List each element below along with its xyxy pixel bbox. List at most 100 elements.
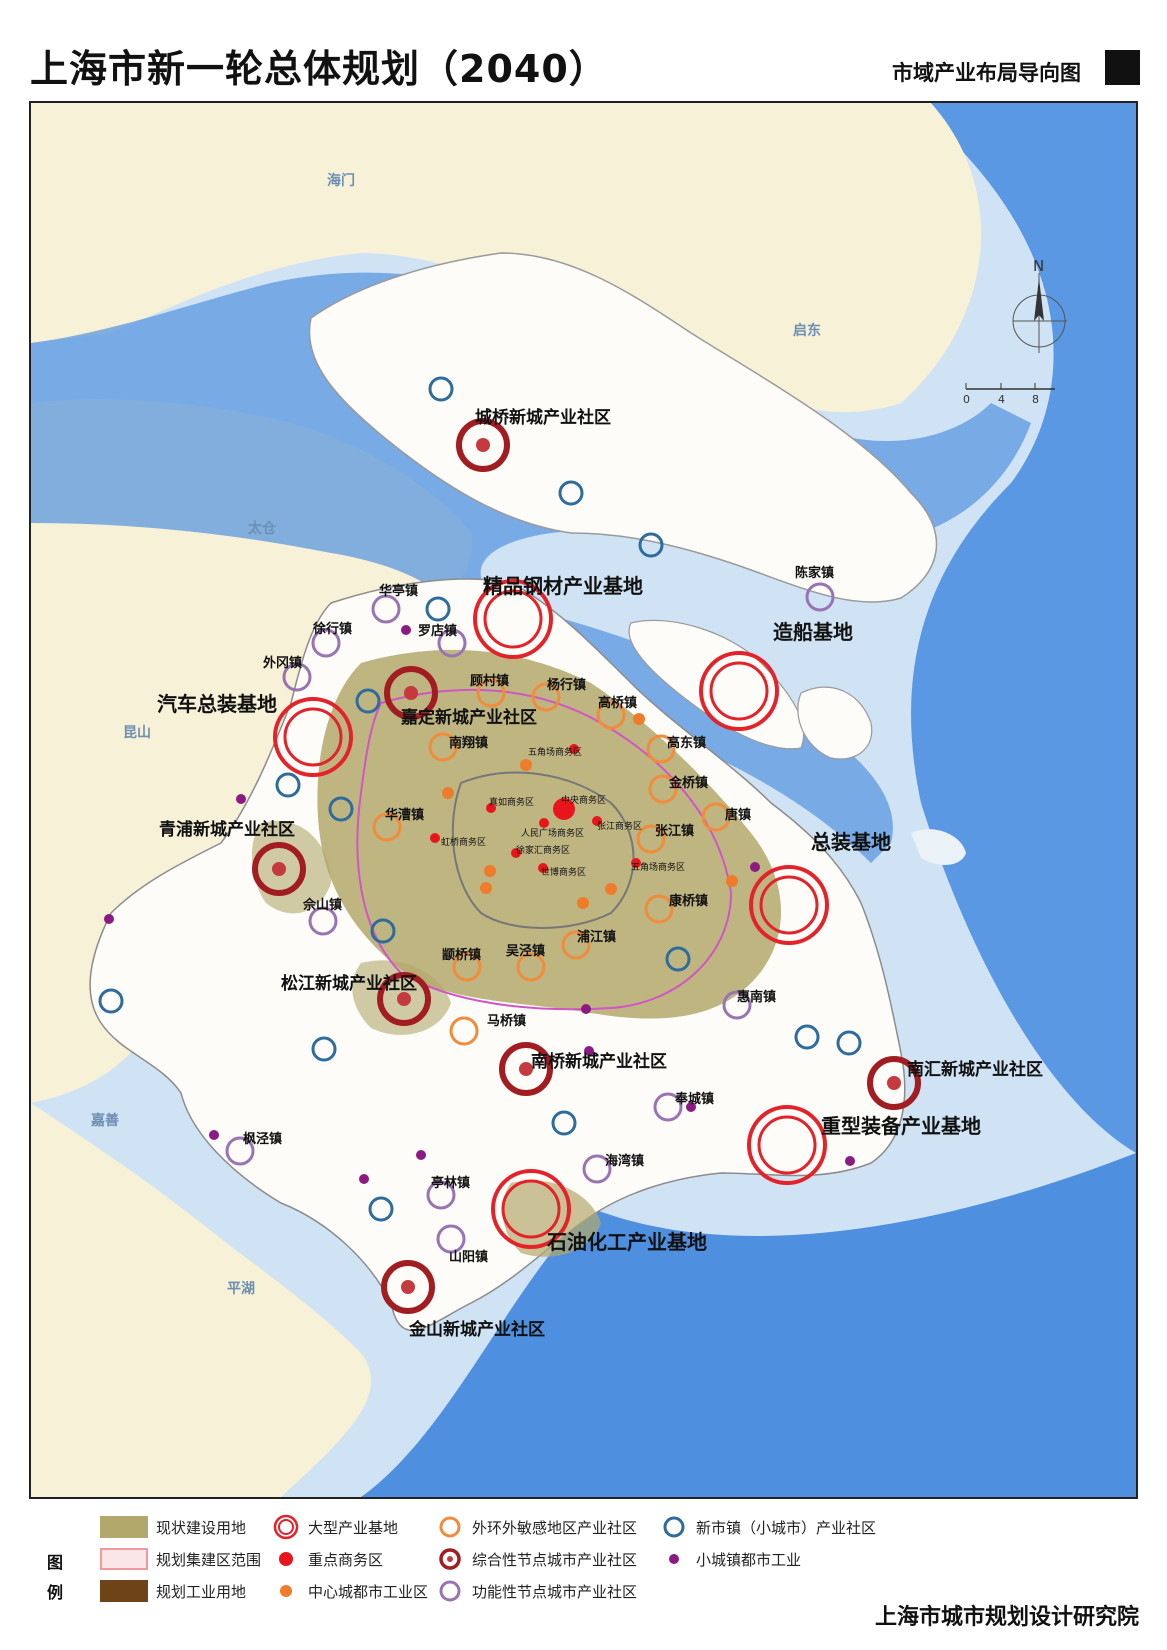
legend-symbol-business-area bbox=[272, 1547, 300, 1571]
page-title: 上海市新一轮总体规划（2040） bbox=[30, 47, 608, 91]
legend-item-functional-node: 功能性节点城市产业社区 bbox=[436, 1579, 637, 1603]
label-jinshan: 金山新城产业社区 bbox=[408, 1319, 545, 1340]
node-nanhui bbox=[867, 1056, 921, 1110]
legend-symbol-comprehensive-node bbox=[436, 1547, 464, 1571]
legend-label-large-base: 大型产业基地 bbox=[308, 1518, 399, 1537]
label-xuhang: 徐行镇 bbox=[312, 621, 352, 637]
label-xujiahui: 徐家汇商务区 bbox=[516, 844, 570, 856]
label-gucun: 顾村镇 bbox=[470, 673, 509, 689]
label-jiading: 嘉定新城产业社区 bbox=[400, 707, 537, 728]
node-songjiang bbox=[377, 972, 431, 1026]
node-jiading bbox=[384, 666, 438, 720]
region-label-taicang: 太仓 bbox=[248, 520, 277, 537]
label-shipbuilding-base: 造船基地 bbox=[773, 620, 853, 644]
large-base-shipbuilding bbox=[699, 651, 779, 731]
label-chenjia: 陈家镇 bbox=[795, 565, 834, 581]
title-block-marker bbox=[1105, 50, 1140, 85]
legend-item-small-town: 小城镇都市工业 bbox=[660, 1547, 801, 1571]
large-base-auto bbox=[273, 697, 353, 777]
institute-name: 上海市城市规划设计研究院 bbox=[874, 1605, 1139, 1630]
map-canvas: N 0 4 8 海门 启东 太仓 昆山 嘉善 平湖 精品钢材产业基地 造船基地 … bbox=[31, 103, 1136, 1497]
legend-label-small-town: 小城镇都市工业 bbox=[696, 1550, 802, 1569]
legend-symbol-outer-ring bbox=[436, 1515, 464, 1539]
node-nanqiao bbox=[499, 1042, 553, 1096]
legend-item-comprehensive-node: 综合性节点城市产业社区 bbox=[436, 1547, 637, 1571]
legend-label-comprehensive-node: 综合性节点城市产业社区 bbox=[472, 1550, 638, 1569]
label-nanqiao: 南桥新城产业社区 bbox=[531, 1051, 667, 1072]
label-fengjing: 枫泾镇 bbox=[243, 1131, 282, 1147]
label-wujiaochang-south: 五角场商务区 bbox=[631, 861, 685, 873]
label-chengqiao: 城桥新城产业社区 bbox=[475, 407, 611, 428]
legend-item-large-base: 大型产业基地 bbox=[272, 1514, 399, 1540]
label-shanyang: 山阳镇 bbox=[449, 1249, 488, 1265]
scale-label-8: 8 bbox=[1032, 393, 1039, 406]
legend-item-industrial-land: 规划工业用地 bbox=[100, 1579, 246, 1603]
legend-symbol-functional-node bbox=[436, 1579, 464, 1603]
region-label-haimen: 海门 bbox=[327, 172, 355, 189]
label-fengcheng: 奉城镇 bbox=[674, 1091, 714, 1107]
large-base-steel bbox=[473, 579, 553, 659]
region-label-kunshan: 昆山 bbox=[123, 725, 151, 741]
label-tinglin: 亭林镇 bbox=[431, 1175, 470, 1191]
deep-sea bbox=[361, 1153, 1136, 1497]
label-gaodong: 高东镇 bbox=[667, 735, 706, 751]
scale-label-4: 4 bbox=[998, 393, 1005, 406]
inner-ring-road bbox=[451, 771, 635, 929]
central-built-area bbox=[317, 649, 781, 1019]
legend-item-built-land: 现状建设用地 bbox=[100, 1515, 246, 1539]
business-areas bbox=[430, 744, 641, 873]
changxing-island bbox=[628, 619, 805, 750]
small-town-industry-dots bbox=[104, 625, 855, 1184]
label-huating: 华亭镇 bbox=[379, 583, 418, 599]
jiuduan-shoal bbox=[911, 829, 966, 865]
label-tangzhen: 唐镇 bbox=[725, 807, 751, 823]
label-auto-base: 汽车总装基地 bbox=[157, 692, 277, 716]
legend-item-new-town: 新市镇（小城市）产业社区 bbox=[660, 1515, 876, 1539]
legend-item-planned-area: 规划集建区范围 bbox=[100, 1547, 261, 1571]
scale-bar bbox=[965, 383, 1055, 390]
map-frame: N 0 4 8 海门 启东 太仓 昆山 嘉善 平湖 精品钢材产业基地 造船基地 … bbox=[29, 101, 1138, 1499]
label-steel-base: 精品钢材产业基地 bbox=[483, 574, 643, 598]
label-heavy-equipment-base: 重型装备产业基地 bbox=[821, 1114, 981, 1138]
large-base-petrochemical bbox=[491, 1169, 571, 1249]
compass-north: N bbox=[1033, 257, 1044, 275]
legend-item-outer-ring: 外环外敏感地区产业社区 bbox=[436, 1515, 637, 1539]
functional-communities bbox=[225, 582, 835, 1254]
node-chengqiao bbox=[456, 418, 510, 472]
label-nanxiang: 南翔镇 bbox=[449, 735, 488, 751]
label-zhenru: 真如商务区 bbox=[489, 796, 534, 808]
land-southwest bbox=[31, 1103, 372, 1497]
legend-label-functional-node: 功能性节点城市产业社区 bbox=[472, 1582, 638, 1601]
legend-swatch-built-land bbox=[100, 1516, 148, 1538]
label-sheshan: 佘山镇 bbox=[302, 897, 342, 913]
legend-label-planned-area: 规划集建区范围 bbox=[156, 1550, 262, 1569]
label-qingpu: 青浦新城产业社区 bbox=[159, 819, 295, 840]
legend-label-built-land: 现状建设用地 bbox=[156, 1518, 247, 1537]
legend-swatch-industrial-land bbox=[100, 1580, 148, 1602]
label-huacao: 华漕镇 bbox=[385, 807, 424, 823]
label-cbd: 中央商务区 bbox=[561, 794, 606, 806]
label-haiwan: 海湾镇 bbox=[605, 1153, 644, 1169]
label-nanhui: 南汇新城产业社区 bbox=[907, 1059, 1043, 1080]
chongming-island bbox=[308, 252, 938, 603]
large-base-assembly bbox=[749, 865, 829, 945]
map-subtitle: 市域产业布局导向图 bbox=[892, 61, 1081, 85]
label-maqiao: 马桥镇 bbox=[487, 1013, 526, 1029]
label-gaoqiao: 高桥镇 bbox=[598, 695, 637, 711]
label-expo: 世博商务区 bbox=[541, 866, 586, 878]
label-kangqiao: 康桥镇 bbox=[669, 893, 708, 909]
compass-rose bbox=[1012, 273, 1067, 353]
legend-label-new-town: 新市镇（小城市）产业社区 bbox=[696, 1518, 877, 1537]
label-jinqiao: 金桥镇 bbox=[668, 775, 708, 791]
legend-symbol-small-town bbox=[660, 1547, 688, 1571]
node-qingpu bbox=[252, 842, 306, 896]
label-yanghang: 杨行镇 bbox=[547, 677, 586, 693]
legend: 图例 现状建设用地 规划集建区范围 规划工业用地 大型产业基地 重点商务区 中心… bbox=[29, 1512, 1138, 1642]
deep-sea-east bbox=[911, 103, 1136, 1153]
hengsha-island bbox=[797, 686, 873, 760]
legend-symbol-new-town bbox=[660, 1515, 688, 1539]
label-wujing: 吴泾镇 bbox=[506, 943, 545, 959]
legend-item-business-area: 重点商务区 bbox=[272, 1547, 383, 1571]
region-label-qidong: 启东 bbox=[793, 322, 821, 339]
label-zhuanqiao: 颛桥镇 bbox=[442, 947, 481, 963]
